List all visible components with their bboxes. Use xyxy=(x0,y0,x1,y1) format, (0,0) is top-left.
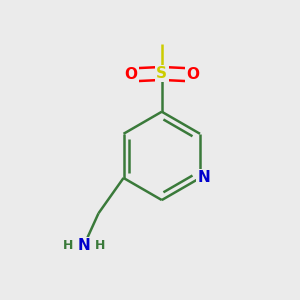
Text: O: O xyxy=(186,68,199,82)
Text: N: N xyxy=(77,238,90,253)
Text: S: S xyxy=(156,66,167,81)
Text: O: O xyxy=(124,68,137,82)
Text: N: N xyxy=(197,170,210,185)
Text: H: H xyxy=(62,239,73,252)
Text: H: H xyxy=(95,239,105,252)
